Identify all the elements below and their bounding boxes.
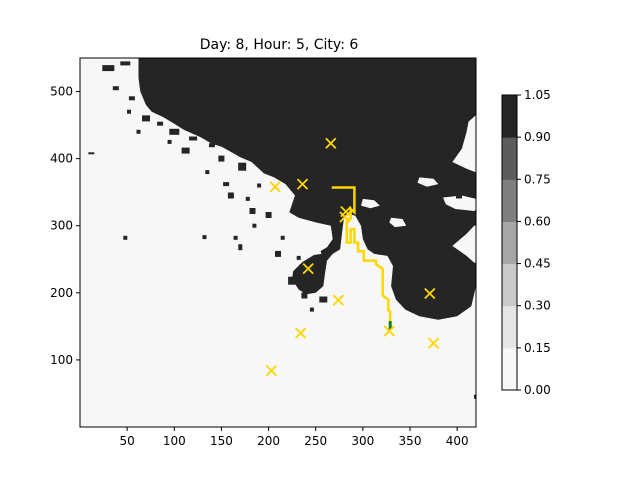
storm-speck [127,109,131,114]
colorbar-frame [501,94,518,391]
storm-speck [309,307,314,312]
x-tick-label: 300 [351,434,374,448]
colorbar-level [502,137,517,180]
storm-speck [425,198,432,203]
storm-speck [120,61,131,66]
storm-speck [252,223,257,228]
storm-gap [310,245,322,256]
storm-speck [275,250,281,257]
storm-speck [299,264,306,271]
colorbar-tick-label: 1.05 [524,88,551,102]
storm-speck [157,121,164,126]
y-axis: 100 200 300 400 500 [50,85,80,367]
colorbar-level [502,95,517,138]
storm-speck [205,170,210,175]
storm-speck [265,135,272,140]
y-tick-label: 200 [50,286,73,300]
storm-speck [128,96,135,101]
colorbar-level [502,179,517,222]
storm-speck [218,155,225,162]
colorbar-tick-label: 0.75 [524,172,551,186]
storm-gap [389,217,407,228]
storm-speck [238,244,243,251]
storm-speck [288,276,297,285]
storm-gap [443,195,476,211]
city-marker [296,178,309,190]
storm-gap [361,198,380,209]
colorbar: 0.00 0.15 0.30 0.45 0.60 0.75 0.90 1.05 [501,88,551,397]
colorbar-level [502,347,517,391]
x-axis: 50 100 150 200 250 300 350 400 [120,427,469,448]
city-marker [325,137,337,149]
city-marker [383,325,395,337]
storm-speck [181,147,190,154]
storm-speck [296,255,301,260]
colorbar-tick-label: 0.90 [524,130,551,144]
city-marker [269,181,281,193]
colorbar-tick-label: 0.60 [524,214,551,228]
city-marker [424,287,436,300]
colorbar-tick-label: 0.45 [524,257,551,271]
plot-frame [79,57,477,428]
storm-speck [223,182,230,187]
city-marker [332,294,344,306]
y-tick-label: 300 [50,219,73,233]
city-marker [340,206,352,218]
storm-speck [319,296,328,303]
storm-speck [169,128,180,135]
storm-speck [301,292,308,299]
city-marker [427,337,440,349]
y-tick-label: 500 [50,85,73,99]
city-marker [294,327,307,339]
storm-speck [190,119,197,124]
storm-speck [245,196,250,201]
storm-speck [456,192,462,199]
colorbar-tick-label: 0.30 [524,299,551,313]
storm-speck [189,136,198,141]
city-markers [265,137,440,377]
storm-speck [238,162,247,171]
storm-speck [209,143,215,148]
storm-speck [265,212,272,218]
colorbar-tick-label: 0.00 [524,383,551,397]
storm-speck [136,129,141,134]
chart-title: Day: 8, Hour: 5, City: 6 [200,37,359,53]
storm-speck [102,65,115,72]
storm-speck [88,152,95,155]
storm-speck [123,235,128,240]
storm-speck [142,115,150,122]
x-tick-label: 400 [446,434,469,448]
x-tick-label: 250 [304,434,327,448]
storm-gap [417,177,439,187]
y-tick-label: 400 [50,152,73,166]
colorbar-level [502,221,517,265]
x-tick-label: 150 [210,434,233,448]
storm-speck [227,192,234,199]
storm-speck [167,139,172,144]
x-tick-label: 100 [163,434,186,448]
storm-speck [233,235,238,240]
colorbar-tick-label: 0.15 [524,341,551,355]
x-tick-label: 200 [257,434,280,448]
storm-speck [280,235,285,240]
x-tick-label: 350 [399,434,422,448]
storm-speck [202,235,207,240]
y-tick-label: 100 [50,353,73,367]
x-tick-label: 50 [120,434,135,448]
plot-area: 50 100 150 200 250 300 350 400 100 200 300 400 500 [50,57,477,448]
city-marker [302,263,314,275]
colorbar-level [502,305,517,349]
storm-speck [474,394,476,399]
storm-speck [257,183,262,188]
storm-speck [112,86,119,91]
colorbar-level [502,263,517,307]
storm-speck [249,208,256,214]
city-marker [265,365,278,377]
